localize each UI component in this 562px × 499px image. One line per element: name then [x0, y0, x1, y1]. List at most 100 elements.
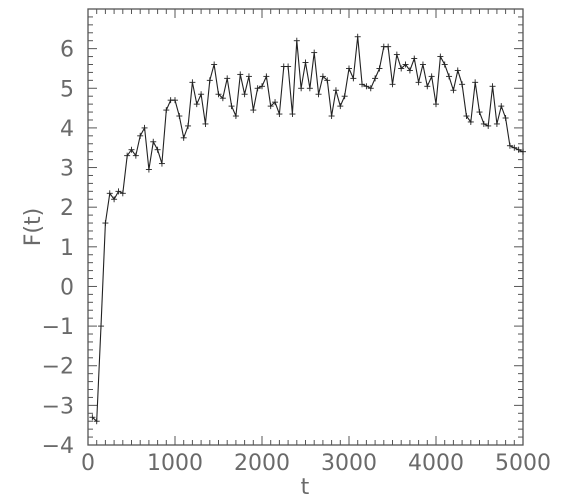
data-point-marker — [132, 152, 139, 159]
data-point-marker — [441, 61, 448, 68]
y-tick-label: 3 — [60, 157, 74, 182]
data-point-marker — [437, 53, 444, 60]
data-point-marker — [128, 146, 135, 153]
data-point-marker — [263, 73, 270, 80]
data-point-marker — [202, 120, 209, 127]
data-point-marker — [389, 81, 396, 88]
data-point-marker — [106, 190, 113, 197]
data-point-marker — [254, 85, 261, 92]
data-point-marker — [119, 190, 126, 197]
data-point-marker — [189, 79, 196, 86]
data-point-marker — [298, 85, 305, 92]
data-point-marker — [363, 83, 370, 90]
x-tick-label: 2000 — [234, 451, 290, 476]
y-tick-label: 2 — [60, 196, 74, 221]
data-point-marker — [302, 59, 309, 66]
data-point-marker — [276, 111, 283, 118]
data-point-marker — [180, 134, 187, 141]
data-point-marker — [259, 83, 265, 90]
data-point-marker — [315, 91, 322, 98]
data-point-marker — [137, 132, 144, 139]
data-point-marker — [502, 115, 509, 121]
data-point-marker — [306, 85, 313, 92]
x-tick-label: 5000 — [495, 451, 551, 476]
data-point-marker — [346, 65, 352, 72]
axis-ticks — [87, 9, 524, 446]
data-point-marker — [350, 75, 357, 82]
data-point-marker — [520, 148, 526, 155]
data-point-marker — [158, 160, 165, 167]
y-tick-label: −3 — [42, 394, 74, 419]
data-point-marker — [485, 122, 492, 129]
data-point-marker — [285, 63, 292, 70]
data-point-marker — [511, 144, 518, 151]
tick-labels: 0 1000 2000 3000 4000 5000 −4 −3 −2 −1 0 1 2 3 4 5 6 — [42, 38, 551, 476]
data-point-marker — [206, 77, 213, 84]
y-tick-label: 5 — [60, 77, 74, 102]
data-point-marker — [428, 73, 435, 80]
data-point-marker — [89, 414, 96, 421]
data-point-marker — [198, 91, 205, 98]
data-point-marker — [506, 142, 513, 149]
y-tick-label: −2 — [42, 355, 74, 380]
data-point-marker — [376, 65, 383, 72]
y-tick-label: 1 — [60, 236, 74, 261]
data-point-marker — [493, 120, 500, 127]
data-point-marker — [489, 83, 496, 90]
series-line — [91, 36, 524, 423]
plot-frame — [87, 8, 524, 446]
data-point-marker — [311, 49, 318, 56]
data-point-marker — [480, 120, 487, 127]
data-point-marker — [406, 67, 413, 74]
data-point-marker — [154, 146, 161, 153]
x-tick-label: 1000 — [147, 451, 203, 476]
data-point-marker — [476, 109, 483, 116]
data-point-marker — [124, 152, 131, 159]
data-point-marker — [463, 113, 470, 120]
data-point-marker — [267, 103, 274, 110]
data-point-marker — [176, 113, 183, 120]
data-point-marker — [454, 67, 461, 74]
data-point-marker — [393, 51, 400, 58]
data-point-marker — [498, 103, 505, 110]
data-point-marker — [332, 87, 339, 94]
data-point-marker — [185, 122, 192, 129]
data-point-marker — [324, 77, 331, 84]
data-point-marker — [272, 99, 279, 106]
data-point-marker — [402, 61, 409, 68]
data-point-marker — [245, 73, 252, 80]
data-point-marker — [293, 37, 300, 44]
data-point-marker — [289, 111, 296, 118]
data-point-marker — [419, 61, 426, 68]
data-point-marker — [398, 65, 405, 72]
data-point-marker — [145, 166, 152, 173]
y-tick-label: 0 — [60, 275, 74, 300]
data-point-marker — [385, 43, 392, 50]
data-point-marker — [341, 93, 348, 100]
data-point-marker — [232, 113, 239, 120]
data-point-marker — [237, 71, 244, 78]
data-point-marker — [415, 79, 422, 86]
data-point-marker — [250, 107, 257, 114]
data-point-marker — [467, 118, 474, 125]
data-point-marker — [102, 220, 109, 227]
y-axis-label: F(t) — [21, 208, 46, 246]
data-point-marker — [319, 73, 326, 80]
data-point-marker — [93, 418, 100, 425]
data-point-marker — [211, 61, 218, 68]
data-point-marker — [359, 81, 366, 88]
data-point-marker — [411, 55, 418, 62]
data-point-marker — [515, 146, 522, 153]
data-point-marker — [337, 103, 344, 110]
data-point-marker — [172, 97, 178, 104]
data-point-marker — [193, 101, 200, 108]
data-point-marker — [328, 113, 335, 120]
data-point-marker — [472, 79, 479, 86]
data-point-marker — [450, 87, 457, 94]
y-tick-label: 6 — [60, 38, 74, 63]
data-point-marker — [433, 101, 439, 108]
x-axis-label: t — [301, 475, 310, 499]
x-tick-label: 0 — [81, 451, 95, 476]
y-tick-label: −1 — [42, 315, 74, 340]
data-point-marker — [219, 95, 226, 102]
